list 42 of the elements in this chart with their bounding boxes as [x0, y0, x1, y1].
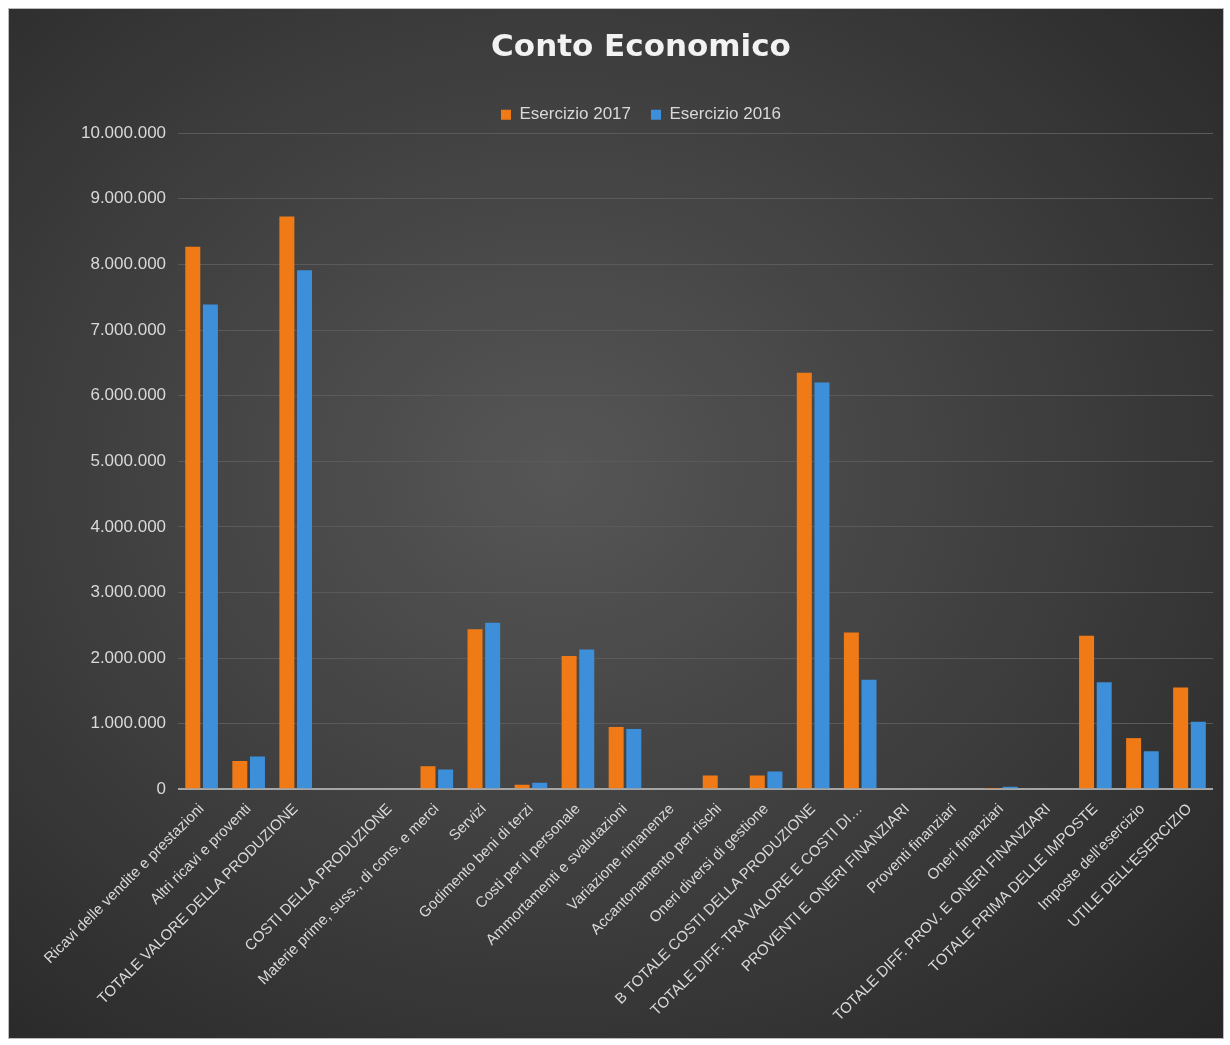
bar: [467, 629, 483, 789]
bar: [297, 270, 313, 789]
bar: [1143, 751, 1159, 789]
y-tick-label: 0: [156, 778, 167, 798]
bar: [579, 649, 595, 789]
bar: [814, 382, 830, 789]
bar: [485, 622, 501, 789]
bar: [608, 726, 624, 789]
bar: [532, 782, 548, 789]
y-tick-label: 6.000.000: [90, 385, 167, 405]
y-tick-label: 3.000.000: [90, 582, 167, 602]
chart-title: Conto Economico: [491, 26, 791, 63]
bar: [1096, 682, 1112, 789]
y-tick-label: 7.000.000: [90, 319, 167, 339]
y-tick-label: 9.000.000: [90, 188, 167, 208]
bar: [702, 775, 718, 789]
y-tick-label: 5.000.000: [90, 450, 167, 470]
legend-label: Esercizio 2016: [669, 104, 782, 124]
bar: [1190, 721, 1206, 789]
bar: [626, 728, 642, 789]
bar: [438, 769, 454, 789]
bar: [561, 656, 577, 789]
bar: [843, 632, 859, 789]
legend-label: Esercizio 2017: [519, 104, 632, 124]
bar: [420, 766, 436, 789]
bar: [1173, 687, 1189, 789]
bar: [185, 246, 201, 789]
y-tick-label: 4.000.000: [90, 516, 167, 536]
bar: [279, 216, 295, 789]
bar: [249, 756, 265, 789]
y-tick-label: 10.000.000: [80, 122, 167, 142]
bar: [861, 679, 877, 789]
bar: [796, 372, 812, 789]
y-tick-label: 2.000.000: [90, 647, 167, 667]
bar: [749, 775, 765, 789]
bar: [767, 771, 783, 789]
bar: [1079, 635, 1095, 789]
y-tick-label: 8.000.000: [90, 254, 167, 274]
bar: [202, 304, 218, 789]
y-tick-label: 1.000.000: [90, 713, 167, 733]
bar: [232, 761, 248, 789]
bar: [1126, 738, 1142, 789]
